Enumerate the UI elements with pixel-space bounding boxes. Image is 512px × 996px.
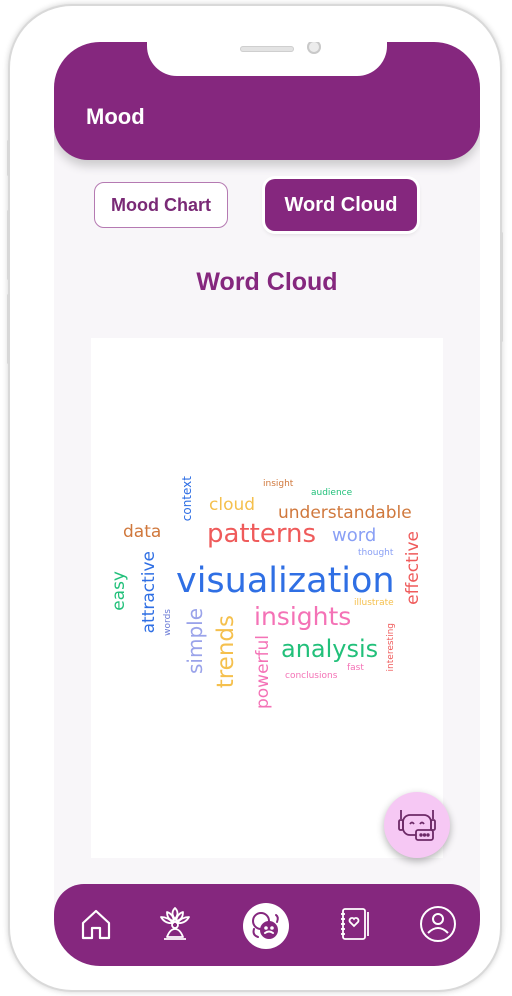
nav-journal[interactable]	[334, 904, 374, 944]
word-cloud: visualization patterns insights analysis…	[91, 338, 443, 858]
phone-frame: Mood Mood Chart Word Cloud Word Cloud vi…	[7, 6, 503, 990]
cloud-word: understandable	[278, 503, 412, 523]
cloud-word: context	[180, 476, 194, 522]
cloud-word: powerful	[253, 635, 273, 710]
cloud-word: word	[332, 525, 377, 546]
nav-profile[interactable]	[418, 904, 458, 944]
profile-icon	[420, 906, 456, 942]
side-button	[7, 140, 10, 176]
camera	[307, 42, 321, 54]
journal-icon	[341, 908, 369, 940]
side-button	[7, 294, 10, 364]
cloud-word: cloud	[209, 495, 256, 515]
nav-mood[interactable]	[243, 903, 289, 949]
cloud-word: patterns	[207, 519, 317, 549]
cloud-word: effective	[403, 531, 423, 605]
cloud-word: simple	[183, 608, 207, 675]
cloud-word: fast	[347, 663, 364, 673]
bottom-nav	[54, 884, 480, 966]
robot-chat-icon	[398, 810, 436, 841]
cloud-word: audience	[311, 488, 353, 498]
cloud-word: insight	[263, 479, 294, 489]
nav-meditation[interactable]	[155, 904, 195, 944]
cloud-word: words	[163, 609, 173, 636]
cloud-word: data	[123, 522, 162, 542]
cloud-word: thought	[358, 548, 394, 558]
app-screen: Mood Mood Chart Word Cloud Word Cloud vi…	[54, 42, 480, 966]
cloud-word: conclusions	[285, 671, 338, 681]
cloud-word: attractive	[139, 551, 159, 634]
cloud-word: insights	[254, 602, 352, 631]
chatbot-button[interactable]	[384, 792, 450, 858]
phone-notch	[147, 42, 387, 76]
home-icon	[81, 909, 111, 940]
tab-mood-chart[interactable]: Mood Chart	[94, 182, 228, 228]
speaker	[240, 46, 294, 52]
cloud-word: easy	[109, 571, 129, 611]
cloud-word: interesting	[386, 623, 396, 672]
section-title: Word Cloud	[196, 268, 338, 296]
cloud-word: illustrate	[354, 598, 394, 608]
cloud-word: visualization	[176, 561, 395, 601]
mood-icon	[252, 912, 279, 939]
page-title: Mood	[86, 104, 145, 129]
cloud-word: analysis	[281, 635, 379, 663]
side-button	[500, 232, 503, 342]
side-button	[7, 210, 10, 280]
tab-word-cloud[interactable]: Word Cloud	[265, 179, 417, 231]
nav-home[interactable]	[76, 904, 116, 944]
cloud-word: trends	[213, 615, 239, 689]
meditation-icon	[160, 907, 190, 940]
